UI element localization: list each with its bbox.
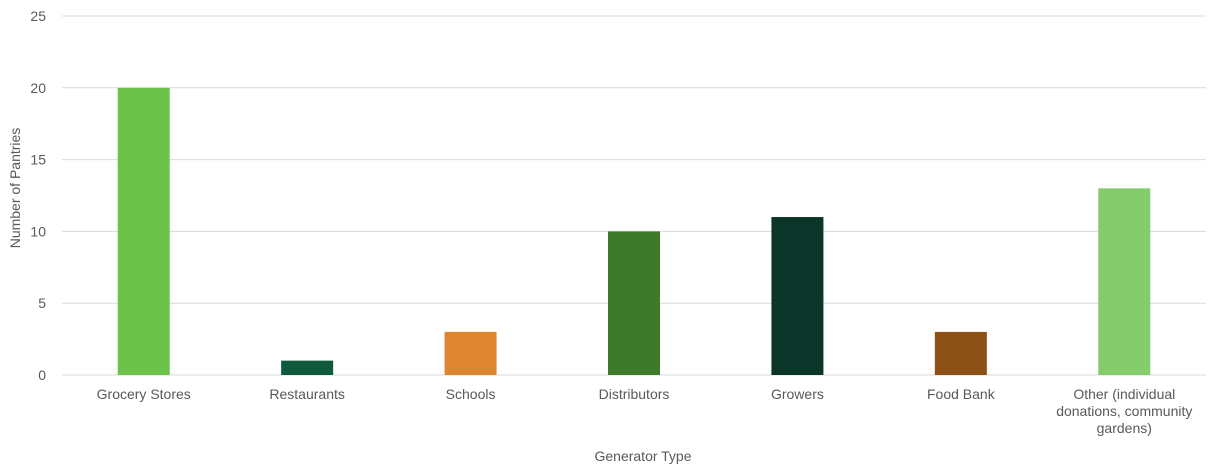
x-tick-label-line: Restaurants (269, 386, 344, 402)
y-tick-label: 15 (30, 152, 46, 168)
x-tick-label-line: donations, community (1056, 403, 1192, 419)
y-tick-label: 5 (38, 295, 46, 311)
x-tick-label-line: Distributors (599, 386, 670, 402)
y-axis-title: Number of Pantries (7, 128, 23, 249)
x-tick-label: Grocery Stores (97, 386, 191, 402)
x-tick-label: Food Bank (927, 386, 996, 402)
bar (1098, 188, 1151, 375)
x-tick-label-line: Other (individual (1073, 386, 1175, 402)
x-tick-label-line: Grocery Stores (97, 386, 191, 402)
x-tick-label-line: Schools (446, 386, 496, 402)
bar (934, 331, 987, 375)
y-tick-label: 20 (30, 80, 46, 96)
x-tick-label-line: Growers (771, 386, 824, 402)
bar (281, 360, 334, 375)
bar (771, 217, 824, 375)
y-tick-label: 25 (30, 8, 46, 24)
x-tick-label: Schools (446, 386, 496, 402)
x-tick-label: Distributors (599, 386, 670, 402)
y-tick-label: 10 (30, 223, 46, 239)
x-axis-title: Generator Type (594, 448, 691, 464)
y-axis-ticks: 0 5 10 15 20 25 (30, 8, 46, 383)
x-tick-label: Other (individual donations, community gar… (1056, 386, 1192, 436)
x-axis-ticks: Grocery Stores Restaurants Schools Distribu… (97, 386, 1193, 436)
bar (444, 331, 497, 375)
x-tick-label-line: gardens) (1097, 420, 1152, 436)
y-tick-label: 0 (38, 367, 46, 383)
x-tick-label: Growers (771, 386, 824, 402)
x-tick-label-line: Food Bank (927, 386, 996, 402)
bars (117, 87, 1151, 376)
bar (608, 231, 660, 375)
bar (117, 87, 170, 376)
x-tick-label: Restaurants (269, 386, 344, 402)
